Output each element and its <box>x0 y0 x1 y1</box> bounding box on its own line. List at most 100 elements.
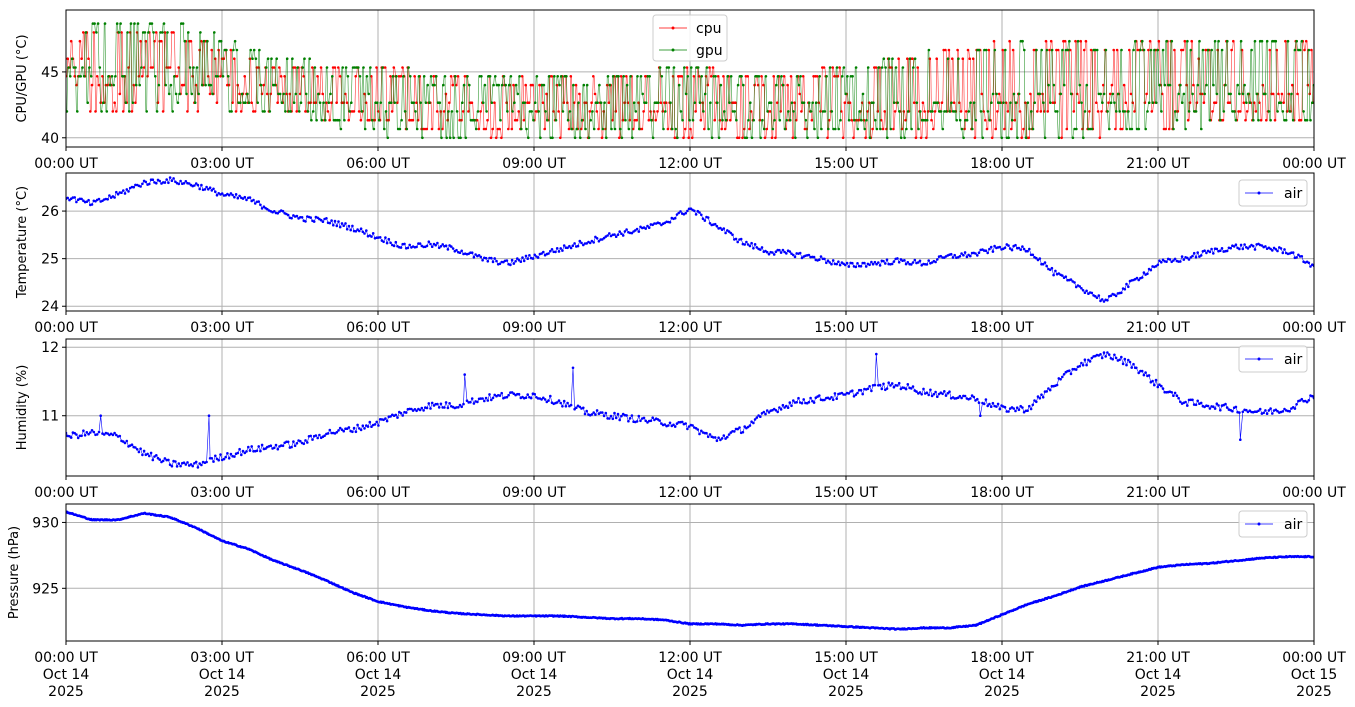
cpu-point <box>357 110 361 113</box>
air-point <box>913 258 917 262</box>
gpu-point <box>860 118 863 122</box>
air-point <box>1219 249 1222 252</box>
cpu-point <box>1214 101 1218 104</box>
gpu-point <box>601 127 605 131</box>
air-point <box>205 460 208 464</box>
air-point <box>864 265 868 268</box>
gpu-point <box>634 110 638 113</box>
gpu-point <box>1108 127 1111 131</box>
gpu-point <box>561 110 565 113</box>
air-point <box>934 260 937 264</box>
air-point <box>155 182 158 185</box>
cpu-point <box>130 110 134 113</box>
air-point <box>286 440 290 444</box>
gpu-point <box>880 66 884 69</box>
air-point <box>765 250 769 254</box>
air-point <box>342 224 346 227</box>
gpu-point <box>835 66 839 69</box>
air-point <box>1019 248 1022 251</box>
air-point <box>1203 249 1206 252</box>
gpu-point <box>317 92 320 96</box>
air-point <box>946 392 950 395</box>
cpu-point <box>1036 110 1039 113</box>
air-point <box>616 233 620 236</box>
cpu-point <box>1277 92 1280 96</box>
gpu-point <box>790 101 794 104</box>
gpu-point <box>419 101 423 104</box>
air-point <box>248 449 252 452</box>
air-point <box>80 434 83 438</box>
legend-marker-air <box>1257 357 1261 361</box>
air-point <box>170 179 174 182</box>
air-point <box>786 406 790 410</box>
air-point <box>144 180 148 184</box>
cpu-point <box>1065 127 1069 131</box>
air-point <box>569 246 573 250</box>
gpu-point <box>74 66 77 69</box>
cpu-point <box>423 127 427 131</box>
cpu-point <box>647 118 651 122</box>
air-point <box>1022 410 1026 414</box>
cpu-point <box>1282 101 1285 104</box>
air-point <box>642 416 646 420</box>
gpu-point <box>1057 136 1061 140</box>
air-point <box>512 392 516 396</box>
gpu-point <box>122 75 126 78</box>
cpu-point <box>1304 39 1308 43</box>
air-point <box>635 420 639 423</box>
air-point <box>75 200 78 204</box>
cpu-point <box>141 75 144 78</box>
air-point <box>851 389 854 393</box>
gpu-point <box>188 66 192 69</box>
air-point <box>1264 245 1267 248</box>
cpu-point <box>904 118 907 122</box>
air-point <box>347 224 351 228</box>
air-point <box>936 395 939 399</box>
air-point <box>174 460 177 463</box>
air-point <box>191 464 194 468</box>
cpu-point <box>997 92 1001 96</box>
legend-label-air: air <box>1284 186 1302 202</box>
x-tick-year: 2025 <box>672 684 708 700</box>
x-tick-label: 18:00 UT <box>970 156 1034 172</box>
gpu-point <box>79 75 82 78</box>
cpu-point <box>968 57 971 60</box>
air-point <box>760 412 764 415</box>
gpu-point <box>100 110 103 113</box>
air-point <box>175 465 179 468</box>
gpu-point <box>579 136 582 140</box>
gpu-point <box>1149 48 1153 52</box>
gpu-point <box>114 75 117 78</box>
air-point <box>830 396 833 399</box>
cpu-point <box>973 136 977 140</box>
air-point <box>366 425 370 428</box>
air-point <box>248 196 252 199</box>
gpu-point <box>932 101 936 104</box>
air-point <box>1007 410 1010 413</box>
gpu-point <box>670 127 674 131</box>
air-point <box>306 441 309 444</box>
gpu-point <box>180 22 183 25</box>
air-point <box>724 231 727 235</box>
cpu-point <box>177 66 180 69</box>
gpu-point <box>166 31 169 34</box>
cpu-point <box>1245 110 1249 113</box>
air-point <box>628 417 632 420</box>
air-point <box>1017 246 1021 250</box>
air-point <box>1061 375 1064 379</box>
air-point <box>726 435 729 439</box>
gpu-point <box>450 110 454 113</box>
air-point <box>481 397 484 400</box>
gpu-point <box>728 101 731 104</box>
legend-marker-cpu <box>671 26 675 30</box>
air-point <box>359 428 363 432</box>
gpu-point <box>566 118 570 122</box>
air-point <box>673 216 677 220</box>
cpu-point <box>579 127 583 131</box>
cpu-point <box>1148 39 1152 43</box>
air-point <box>373 423 377 426</box>
x-tick-year: 2025 <box>204 684 240 700</box>
gpu-point <box>448 136 452 140</box>
air-point <box>1073 281 1076 284</box>
cpu-point <box>916 66 919 69</box>
